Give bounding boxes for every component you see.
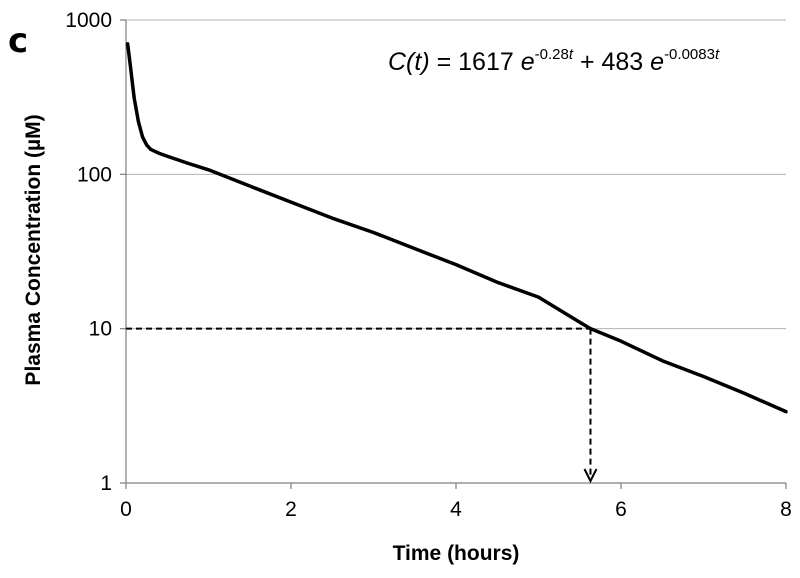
equation-e1: e — [521, 48, 535, 76]
x-axis-title: Time (hours) — [393, 542, 520, 565]
x-tick-labels: 0 2 4 6 8 — [120, 498, 792, 521]
y-tick-label-1: 1 — [100, 472, 112, 495]
equation-exp2: -0.0083 — [664, 46, 715, 63]
equation-coef2: + 483 — [573, 48, 650, 76]
x-tick-label-0: 0 — [120, 498, 132, 521]
x-tick-label-2: 2 — [285, 498, 297, 521]
equation-exp1: -0.28 — [535, 46, 569, 63]
equation-lhs: C(t) — [388, 48, 430, 76]
concentration-series — [125, 42, 788, 414]
y-tick-label-10: 10 — [89, 318, 112, 341]
x-tick-label-8: 8 — [780, 498, 792, 521]
equation-exp1-var: t — [569, 46, 574, 63]
threshold-arrow-head — [583, 468, 598, 484]
equation: C(t) = 1617 e-0.28t + 483 e-0.0083t — [388, 46, 720, 76]
threshold-annotation — [126, 327, 598, 484]
y-tick-label-1000: 1000 — [65, 9, 112, 32]
y-tick-label-100: 100 — [77, 163, 112, 186]
x-tick-label-4: 4 — [450, 498, 462, 521]
x-tick-label-6: 6 — [615, 498, 627, 521]
equation-coef1: = 1617 — [430, 48, 521, 76]
equation-e2: e — [650, 48, 664, 76]
equation-exp2-var: t — [715, 46, 720, 63]
series-line-0 — [125, 42, 788, 414]
axes — [120, 19, 787, 489]
y-tick-labels: 1 10 100 1000 — [65, 9, 112, 495]
panel-label: c — [8, 21, 28, 61]
y-axis-title: Plasma Concentration (µM) — [22, 114, 45, 385]
